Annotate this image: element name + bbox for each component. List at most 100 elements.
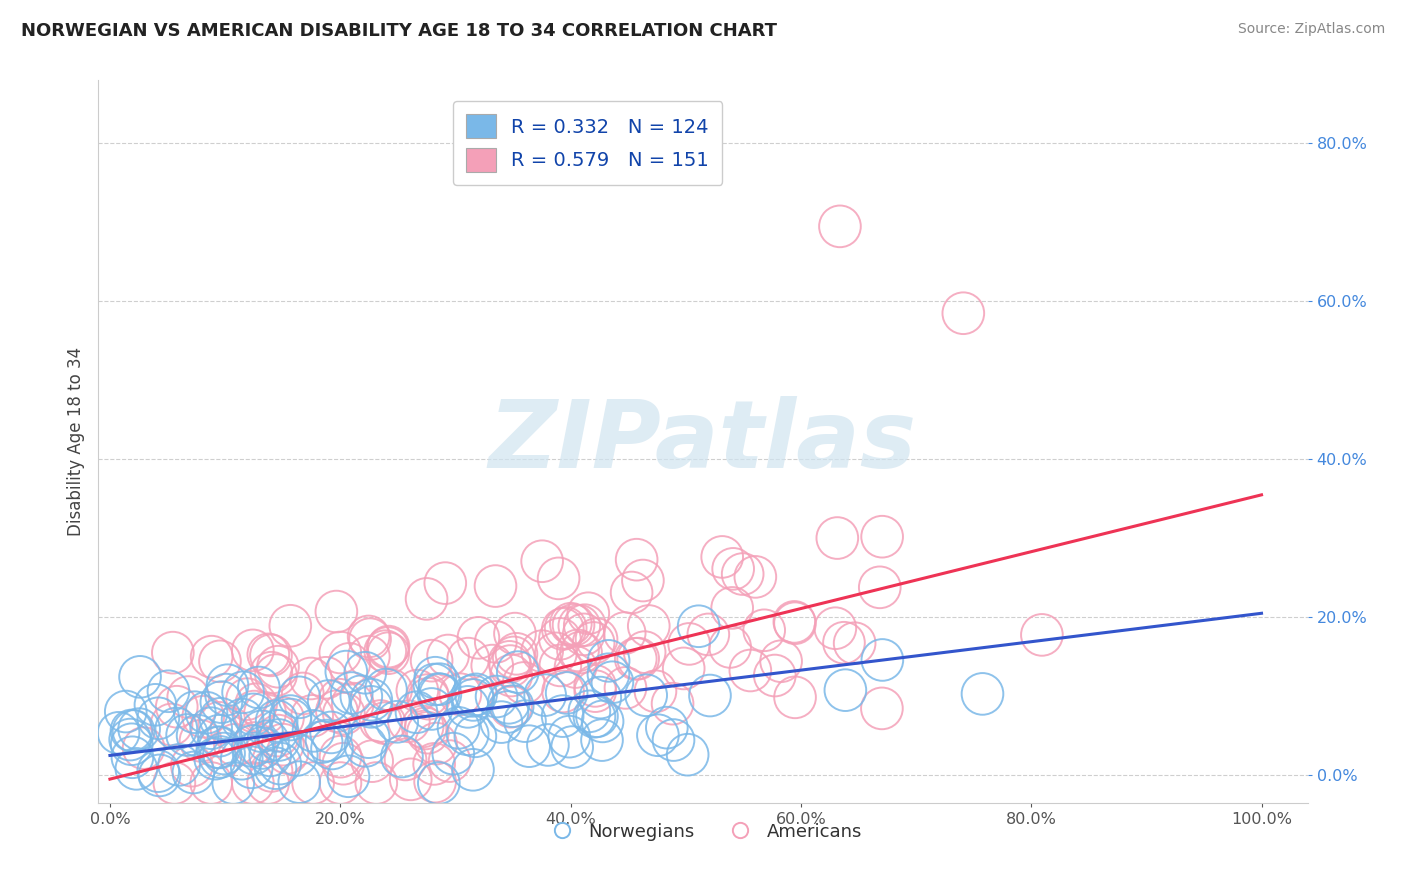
Point xyxy=(260,764,283,778)
Point xyxy=(783,616,806,631)
Point xyxy=(834,683,856,698)
Point xyxy=(457,651,479,665)
Point xyxy=(250,724,273,739)
Point xyxy=(613,626,636,640)
Point xyxy=(204,752,226,766)
Point xyxy=(427,776,450,790)
Point xyxy=(231,752,253,766)
Point xyxy=(827,531,849,545)
Point xyxy=(405,705,427,719)
Point xyxy=(554,621,576,635)
Point xyxy=(148,764,170,779)
Point xyxy=(647,728,669,742)
Point xyxy=(184,705,207,719)
Point xyxy=(122,724,145,739)
Point xyxy=(620,585,643,599)
Point xyxy=(302,776,325,790)
Point xyxy=(461,689,484,703)
Point xyxy=(357,649,380,664)
Point xyxy=(259,748,281,763)
Point xyxy=(783,690,806,705)
Point xyxy=(215,688,238,702)
Point xyxy=(299,672,322,686)
Point xyxy=(288,775,311,789)
Point xyxy=(740,664,762,678)
Point xyxy=(502,650,524,665)
Point xyxy=(360,692,382,706)
Point xyxy=(485,635,508,649)
Point xyxy=(564,660,586,674)
Point xyxy=(506,665,529,679)
Point xyxy=(332,756,354,771)
Point xyxy=(302,723,325,738)
Point xyxy=(644,684,666,698)
Point xyxy=(269,756,291,771)
Point xyxy=(420,654,443,668)
Point xyxy=(499,699,522,714)
Point xyxy=(148,711,170,725)
Point xyxy=(271,738,294,752)
Point xyxy=(491,715,513,730)
Point xyxy=(335,665,357,679)
Point xyxy=(177,690,200,704)
Point xyxy=(551,622,574,636)
Point xyxy=(165,722,187,736)
Point xyxy=(439,754,461,768)
Point xyxy=(267,733,290,747)
Point xyxy=(377,640,399,654)
Point xyxy=(221,722,243,736)
Point xyxy=(132,741,155,756)
Point xyxy=(484,579,506,593)
Point xyxy=(550,658,572,673)
Point xyxy=(329,645,352,659)
Point xyxy=(377,640,399,655)
Point xyxy=(280,713,302,727)
Point xyxy=(869,580,891,594)
Point xyxy=(212,747,235,761)
Point xyxy=(166,699,188,714)
Point xyxy=(498,655,520,669)
Point xyxy=(280,709,302,723)
Point xyxy=(260,665,283,680)
Point xyxy=(537,738,560,752)
Point xyxy=(655,721,678,735)
Point xyxy=(547,571,569,585)
Point xyxy=(264,761,287,775)
Point xyxy=(429,677,451,691)
Point xyxy=(576,606,599,620)
Point xyxy=(832,636,855,650)
Point xyxy=(572,627,595,641)
Point xyxy=(416,688,439,702)
Point xyxy=(583,679,606,693)
Point xyxy=(637,619,659,633)
Point xyxy=(318,694,340,708)
Point xyxy=(688,619,710,633)
Point xyxy=(481,658,503,673)
Point xyxy=(301,709,323,723)
Point xyxy=(128,722,150,736)
Point xyxy=(148,768,170,782)
Point xyxy=(711,549,734,564)
Text: NORWEGIAN VS AMERICAN DISABILITY AGE 18 TO 34 CORRELATION CHART: NORWEGIAN VS AMERICAN DISABILITY AGE 18 … xyxy=(21,22,778,40)
Point xyxy=(721,562,744,576)
Point xyxy=(107,726,129,740)
Text: ZIPatlas: ZIPatlas xyxy=(489,395,917,488)
Point xyxy=(245,698,267,712)
Point xyxy=(574,618,596,632)
Point xyxy=(359,632,381,647)
Point xyxy=(562,618,585,632)
Point xyxy=(598,654,620,668)
Point xyxy=(578,704,600,718)
Point xyxy=(583,684,606,698)
Point xyxy=(267,729,290,743)
Point xyxy=(276,746,298,760)
Point xyxy=(721,601,744,615)
Point xyxy=(240,760,263,774)
Point xyxy=(585,632,607,646)
Point xyxy=(342,697,364,711)
Point xyxy=(337,657,360,671)
Point xyxy=(250,741,273,756)
Point xyxy=(267,659,290,673)
Point xyxy=(568,619,591,633)
Point xyxy=(160,717,183,731)
